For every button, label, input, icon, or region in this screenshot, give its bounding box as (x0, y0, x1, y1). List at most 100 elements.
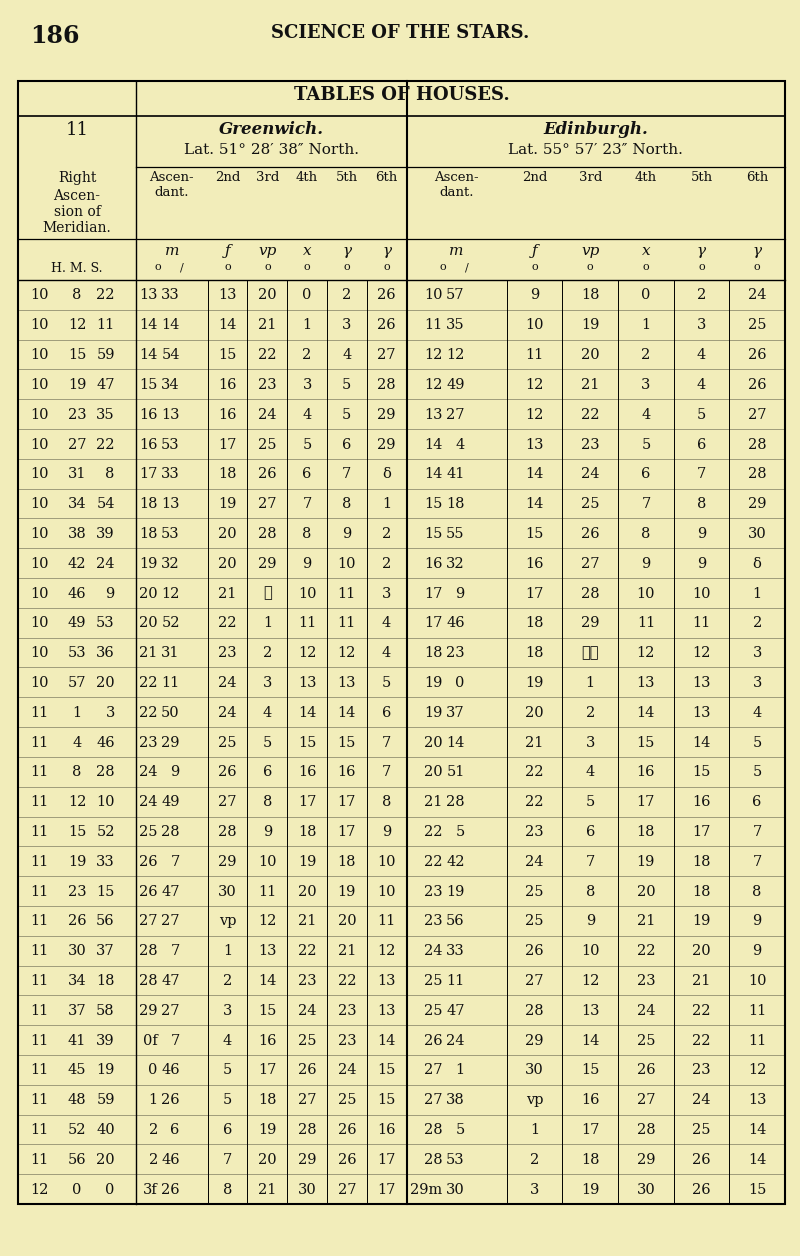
Text: 26: 26 (424, 1034, 442, 1048)
Text: 14: 14 (637, 706, 655, 720)
Text: 46: 46 (446, 617, 465, 631)
Text: 5: 5 (382, 676, 391, 690)
Text: 29: 29 (637, 1153, 655, 1167)
Text: 8: 8 (223, 1183, 232, 1197)
Text: 24: 24 (526, 855, 544, 869)
Text: 56: 56 (68, 1153, 86, 1167)
Text: o: o (439, 263, 446, 273)
Text: 27: 27 (424, 1093, 442, 1108)
Text: 3: 3 (753, 676, 762, 690)
Text: 20: 20 (581, 348, 599, 362)
Text: o: o (698, 263, 705, 273)
Text: 25: 25 (526, 884, 544, 898)
Text: 19: 19 (581, 318, 599, 333)
Text: 16: 16 (338, 765, 356, 780)
Text: 21: 21 (139, 646, 158, 661)
Text: 11: 11 (30, 1093, 48, 1108)
Text: 13: 13 (748, 1093, 766, 1108)
Text: Meridian.: Meridian. (42, 221, 111, 235)
Text: 10: 10 (30, 497, 49, 511)
Text: 20: 20 (218, 528, 237, 541)
Text: 11: 11 (30, 825, 48, 839)
Text: 15: 15 (692, 765, 710, 780)
Text: 8: 8 (72, 765, 82, 780)
Text: 11: 11 (30, 765, 48, 780)
Text: 21: 21 (692, 975, 710, 988)
Text: 10: 10 (258, 855, 277, 869)
Text: 12: 12 (581, 975, 599, 988)
Text: 54: 54 (96, 497, 114, 511)
Text: 8: 8 (72, 289, 82, 303)
Text: 19: 19 (298, 855, 316, 869)
Text: γ: γ (753, 244, 762, 257)
Text: 10: 10 (298, 587, 316, 600)
Text: 22: 22 (96, 289, 114, 303)
Text: 29: 29 (298, 1153, 316, 1167)
Text: 27: 27 (162, 1004, 180, 1017)
Text: 26: 26 (218, 765, 237, 780)
Text: 16: 16 (139, 437, 158, 451)
Text: 18: 18 (581, 1153, 599, 1167)
Text: 14: 14 (748, 1123, 766, 1137)
Text: 9: 9 (342, 528, 351, 541)
Text: o: o (264, 263, 270, 273)
Text: 28: 28 (298, 1123, 317, 1137)
Text: 53: 53 (162, 528, 180, 541)
Text: 7: 7 (697, 467, 706, 481)
Text: 20: 20 (96, 676, 114, 690)
Text: 1: 1 (753, 587, 762, 600)
Text: 5: 5 (586, 795, 595, 809)
Text: sion of: sion of (54, 205, 101, 219)
Text: 18: 18 (218, 467, 237, 481)
Text: 20: 20 (424, 765, 442, 780)
Text: /: / (465, 263, 469, 273)
Text: 20: 20 (692, 945, 711, 958)
Text: 16: 16 (378, 1123, 396, 1137)
Text: 28: 28 (378, 378, 396, 392)
Text: 40: 40 (96, 1123, 114, 1137)
Text: 20: 20 (298, 884, 317, 898)
Text: 10: 10 (30, 676, 49, 690)
Text: 35: 35 (96, 408, 114, 422)
Text: ☷☷: ☷☷ (582, 646, 599, 661)
Text: 31: 31 (68, 467, 86, 481)
Text: 29: 29 (258, 556, 277, 570)
Text: 5: 5 (697, 408, 706, 422)
Text: 2: 2 (149, 1123, 158, 1137)
Text: 6: 6 (697, 437, 706, 451)
Text: 26: 26 (258, 467, 277, 481)
Text: 20: 20 (139, 617, 158, 631)
Text: 6: 6 (642, 467, 650, 481)
Text: x: x (302, 244, 311, 257)
Text: 24: 24 (218, 676, 237, 690)
Text: 27: 27 (424, 1064, 442, 1078)
Text: 25: 25 (424, 975, 442, 988)
Text: o: o (531, 263, 538, 273)
Text: 18: 18 (446, 497, 465, 511)
Text: 17: 17 (338, 795, 356, 809)
Text: 9: 9 (106, 587, 114, 600)
Text: 16: 16 (218, 408, 237, 422)
Text: 0: 0 (72, 1183, 82, 1197)
Bar (18, 80, 785, 1205)
Text: 186: 186 (30, 24, 79, 48)
Text: 11: 11 (258, 884, 277, 898)
Text: 13: 13 (298, 676, 316, 690)
Text: 14: 14 (162, 318, 180, 333)
Text: o: o (754, 263, 761, 273)
Text: 10: 10 (30, 646, 49, 661)
Text: 28: 28 (637, 1123, 655, 1137)
Text: 7: 7 (223, 1153, 232, 1167)
Text: 13: 13 (218, 289, 237, 303)
Text: 29: 29 (162, 736, 180, 750)
Text: 7: 7 (586, 855, 595, 869)
Text: 15: 15 (139, 378, 158, 392)
Text: 23: 23 (526, 825, 544, 839)
Text: 11: 11 (30, 884, 48, 898)
Text: 16: 16 (218, 378, 237, 392)
Text: 15: 15 (378, 1093, 396, 1108)
Text: 2: 2 (530, 1153, 539, 1167)
Text: 27: 27 (162, 914, 180, 928)
Text: 26: 26 (338, 1153, 356, 1167)
Text: 19: 19 (446, 884, 465, 898)
